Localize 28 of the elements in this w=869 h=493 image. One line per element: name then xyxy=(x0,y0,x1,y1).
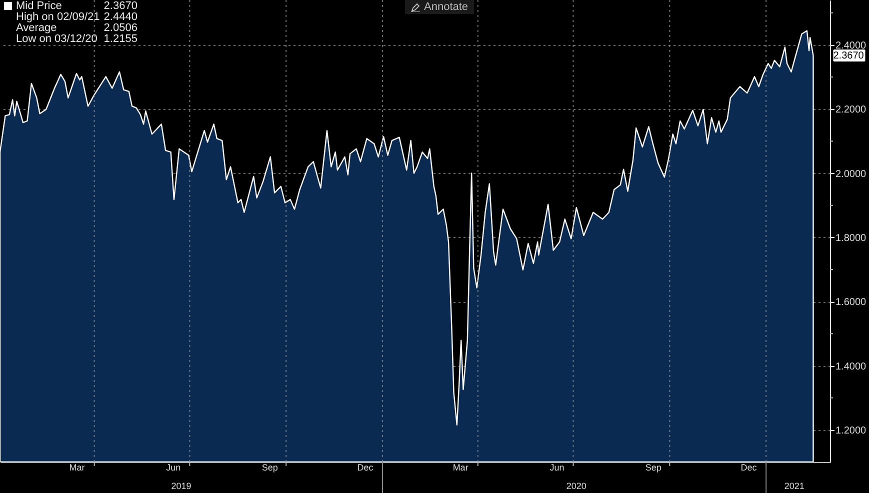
annotation: Annotate xyxy=(405,0,474,14)
annotation: 2.4440 xyxy=(104,11,138,23)
annotation: High on 02/09/21 xyxy=(15,11,101,23)
y-tick-label: 2.2000 xyxy=(836,104,867,116)
y-tick-label: 1.8000 xyxy=(836,232,867,244)
legend-label: Mid Price xyxy=(15,0,63,12)
y-tick-label: 1.2000 xyxy=(836,425,867,436)
y-tick-label: 2.4000 xyxy=(836,40,867,52)
x2-tick-label: 2021 xyxy=(784,481,804,491)
x-tick-label: Dec xyxy=(357,462,374,472)
annotation: Low on 03/12/20 xyxy=(15,33,98,45)
annotation: 1.2155 xyxy=(104,33,138,45)
x-tick-label: Dec xyxy=(740,462,758,472)
x-tick-label: Mar xyxy=(452,462,468,472)
annotation: Average xyxy=(15,22,58,34)
x-tick-label: Sep xyxy=(262,462,278,472)
annotation: 2.3670 xyxy=(833,50,864,62)
annotation: 2.0506 xyxy=(104,22,138,34)
x2-tick-label: 2019 xyxy=(171,481,192,491)
x-tick-label: Jun xyxy=(166,462,181,472)
y-tick-label: 1.6000 xyxy=(836,297,867,308)
y-tick-label: 1.4000 xyxy=(836,361,867,372)
annotation: 2.3670 xyxy=(104,0,138,12)
x2-tick-label: 2020 xyxy=(566,481,586,491)
x-tick-label: Jun xyxy=(550,462,564,472)
x-tick-label: Mar xyxy=(69,462,85,472)
y-tick-label: 2.0000 xyxy=(836,168,867,180)
x-tick-label: Sep xyxy=(645,462,662,472)
